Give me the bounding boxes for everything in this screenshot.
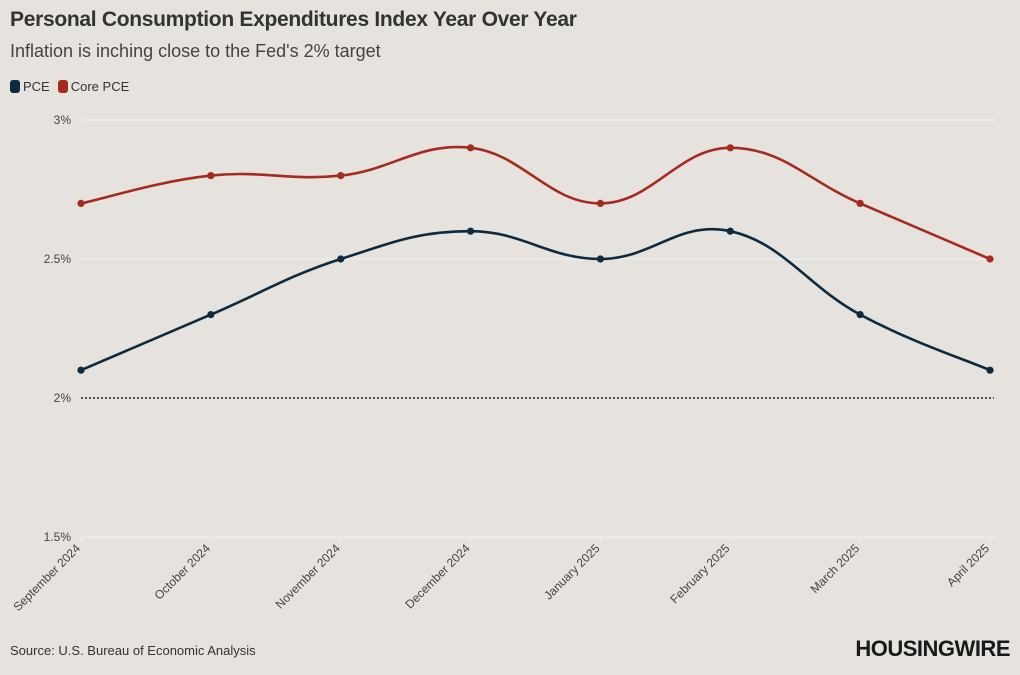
legend-item-pce[interactable]: PCE (10, 79, 50, 94)
data-point-core-pce (986, 255, 994, 263)
chart-subtitle: Inflation is inching close to the Fed's … (10, 41, 381, 61)
data-point-core-pce (466, 144, 475, 152)
legend-swatch-core-pce (57, 80, 68, 93)
x-tick-label: April 2025 (944, 541, 992, 589)
data-point-core-pce (596, 199, 605, 207)
x-tick-label: March 2025 (808, 541, 863, 596)
data-point-pce (207, 311, 215, 319)
legend-swatch-pce (10, 80, 20, 93)
series-line-core-pce (80, 145, 991, 261)
data-point-pce (986, 366, 994, 374)
legend-label-pce: PCE (23, 79, 50, 94)
y-tick-label: 2.5% (44, 252, 72, 266)
x-tick-label: October 2024 (152, 541, 214, 603)
y-tick-label: 2% (54, 391, 72, 405)
data-point-core-pce (337, 172, 345, 180)
x-tick-label: February 2025 (667, 541, 732, 606)
chart-title: Personal Consumption Expenditures Index … (10, 8, 577, 31)
x-tick-label: September 2024 (10, 541, 83, 614)
y-tick-label: 3% (54, 113, 72, 127)
x-tick-label: January 2025 (541, 541, 603, 603)
x-tick-label: November 2024 (273, 541, 344, 612)
data-point-pce (856, 311, 864, 319)
data-point-pce (726, 227, 734, 235)
data-point-pce (466, 227, 475, 235)
source-note: Source: U.S. Bureau of Economic Analysis (10, 643, 256, 658)
data-point-pce (337, 255, 345, 263)
legend-label-core-pce: Core PCE (70, 79, 130, 94)
series-line-pce (80, 227, 991, 372)
data-point-pce (596, 255, 605, 263)
legend: PCE Core PCE (10, 79, 129, 94)
data-point-core-pce (856, 199, 864, 207)
data-point-core-pce (77, 199, 85, 207)
x-tick-label: December 2024 (402, 541, 473, 612)
housingwire-logo: HOUSINGWIRE (855, 636, 1010, 661)
data-point-core-pce (207, 172, 215, 180)
y-tick-label: 1.5% (44, 530, 72, 544)
data-point-pce (77, 366, 85, 374)
legend-item-core-pce[interactable]: Core PCE (57, 79, 130, 94)
data-point-core-pce (726, 144, 734, 152)
